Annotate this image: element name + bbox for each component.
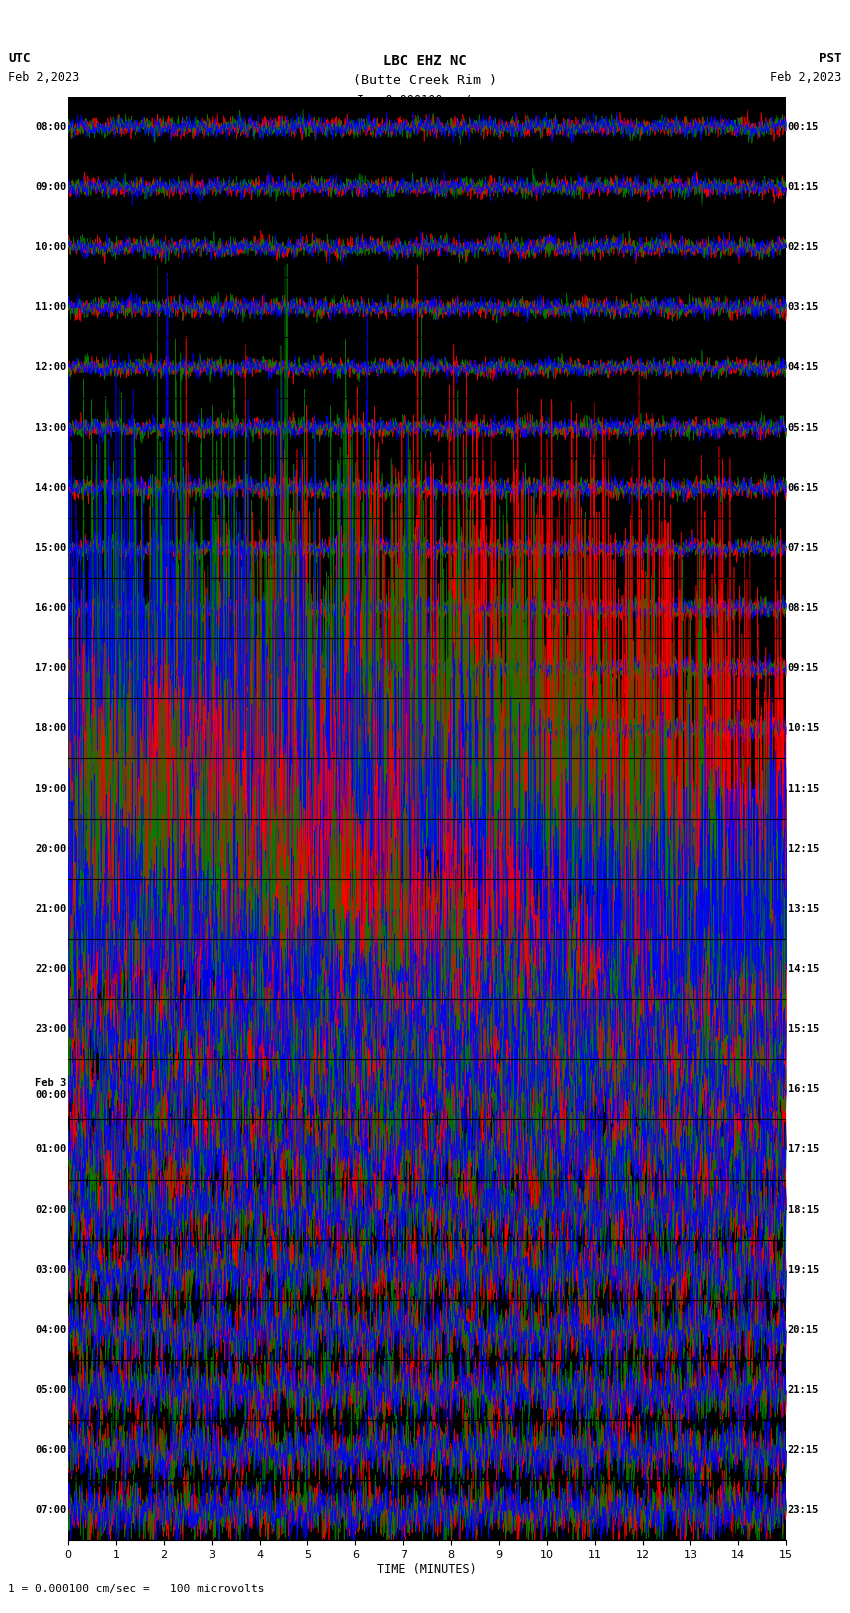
- Text: 12:15: 12:15: [787, 844, 819, 853]
- Text: 05:00: 05:00: [36, 1386, 66, 1395]
- Text: 11:15: 11:15: [787, 784, 819, 794]
- Text: 18:00: 18:00: [36, 723, 66, 734]
- Text: Feb 2,2023: Feb 2,2023: [770, 71, 842, 84]
- Text: 00:15: 00:15: [787, 123, 819, 132]
- Text: 17:15: 17:15: [787, 1145, 819, 1155]
- Text: 22:15: 22:15: [787, 1445, 819, 1455]
- Text: 07:15: 07:15: [787, 544, 819, 553]
- Text: 19:15: 19:15: [787, 1265, 819, 1274]
- Text: 05:15: 05:15: [787, 423, 819, 432]
- Text: 03:00: 03:00: [36, 1265, 66, 1274]
- Text: 01:15: 01:15: [787, 182, 819, 192]
- Text: 15:00: 15:00: [36, 544, 66, 553]
- Text: 09:00: 09:00: [36, 182, 66, 192]
- Text: 08:15: 08:15: [787, 603, 819, 613]
- Text: 21:15: 21:15: [787, 1386, 819, 1395]
- Text: 10:15: 10:15: [787, 723, 819, 734]
- Text: 02:00: 02:00: [36, 1205, 66, 1215]
- Text: 21:00: 21:00: [36, 903, 66, 915]
- Text: 12:00: 12:00: [36, 363, 66, 373]
- Text: 14:00: 14:00: [36, 482, 66, 492]
- Text: 08:00: 08:00: [36, 123, 66, 132]
- Text: 15:15: 15:15: [787, 1024, 819, 1034]
- X-axis label: TIME (MINUTES): TIME (MINUTES): [377, 1563, 477, 1576]
- Text: 10:00: 10:00: [36, 242, 66, 252]
- Text: (Butte Creek Rim ): (Butte Creek Rim ): [353, 74, 497, 87]
- Text: 01:00: 01:00: [36, 1145, 66, 1155]
- Text: 04:15: 04:15: [787, 363, 819, 373]
- Text: 06:15: 06:15: [787, 482, 819, 492]
- Text: 04:00: 04:00: [36, 1324, 66, 1336]
- Text: UTC: UTC: [8, 52, 31, 65]
- Text: LBC EHZ NC: LBC EHZ NC: [383, 53, 467, 68]
- Text: 18:15: 18:15: [787, 1205, 819, 1215]
- Text: Feb 2,2023: Feb 2,2023: [8, 71, 80, 84]
- Text: 22:00: 22:00: [36, 965, 66, 974]
- Text: 17:00: 17:00: [36, 663, 66, 673]
- Text: 02:15: 02:15: [787, 242, 819, 252]
- Text: I = 0.000100 cm/sec: I = 0.000100 cm/sec: [357, 94, 493, 106]
- Text: 23:00: 23:00: [36, 1024, 66, 1034]
- Text: 09:15: 09:15: [787, 663, 819, 673]
- Text: 16:00: 16:00: [36, 603, 66, 613]
- Text: 19:00: 19:00: [36, 784, 66, 794]
- Text: 20:15: 20:15: [787, 1324, 819, 1336]
- Text: 13:00: 13:00: [36, 423, 66, 432]
- Text: 07:00: 07:00: [36, 1505, 66, 1515]
- Text: 14:15: 14:15: [787, 965, 819, 974]
- Text: PST: PST: [819, 52, 842, 65]
- Text: 23:15: 23:15: [787, 1505, 819, 1515]
- Text: 1 = 0.000100 cm/sec =   100 microvolts: 1 = 0.000100 cm/sec = 100 microvolts: [8, 1584, 265, 1594]
- Text: 16:15: 16:15: [787, 1084, 819, 1094]
- Text: 13:15: 13:15: [787, 903, 819, 915]
- Text: 20:00: 20:00: [36, 844, 66, 853]
- Text: Feb 3
00:00: Feb 3 00:00: [36, 1079, 66, 1100]
- Text: 03:15: 03:15: [787, 302, 819, 313]
- Text: 06:00: 06:00: [36, 1445, 66, 1455]
- Text: 11:00: 11:00: [36, 302, 66, 313]
